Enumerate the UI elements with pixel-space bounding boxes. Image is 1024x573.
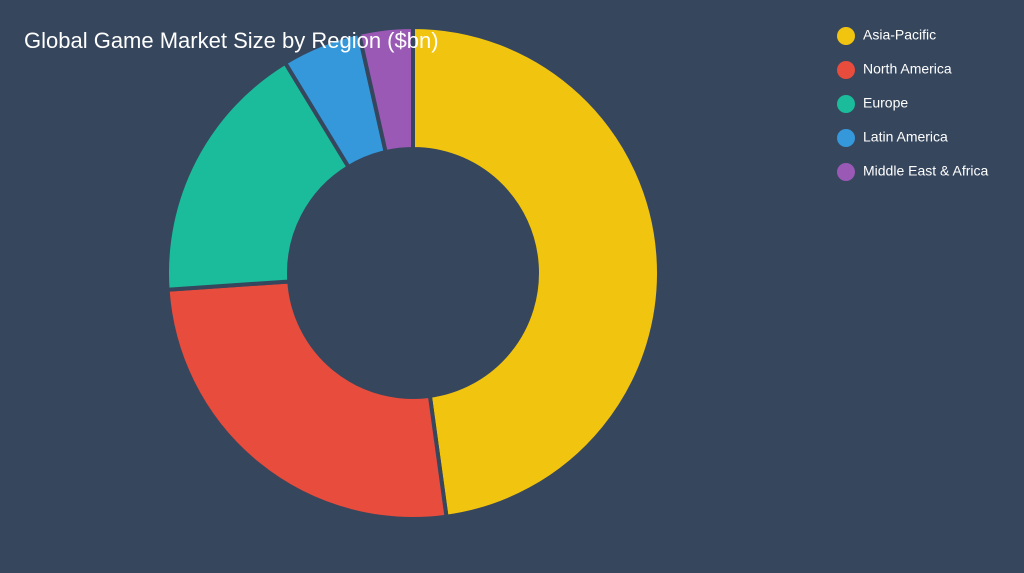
legend-swatch [837,95,855,113]
legend-swatch [837,61,855,79]
legend-text: Asia-Pacific [863,27,936,43]
legend: Asia-Pacific North America Europe Latin Ame… [837,27,988,181]
slice [411,24,661,519]
legend-swatch [837,129,855,147]
chart-title: Global Game Market Size by Region ($bn) [24,28,439,53]
legend-swatch [837,27,855,45]
legend-swatch [837,163,855,181]
slice [356,24,415,155]
legend-text: Europe [863,95,908,111]
legend-text: Middle East & Africa [863,163,988,179]
donut [165,24,661,521]
slice [165,279,449,521]
slice [165,60,352,292]
legend-text: North America [863,61,952,77]
legend-text: Latin America [863,129,948,145]
